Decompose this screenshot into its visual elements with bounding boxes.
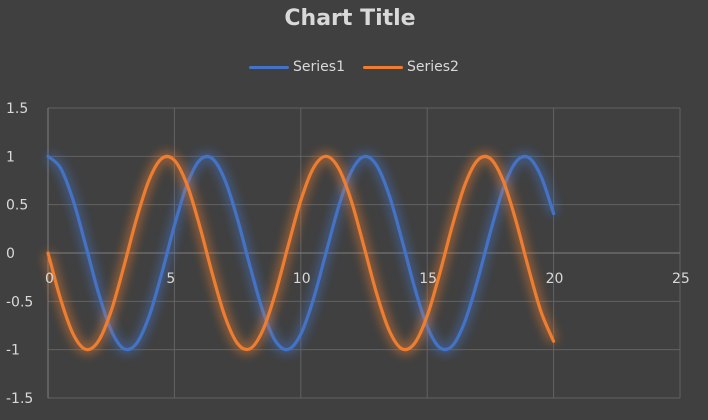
legend-item-series1: Series1 <box>249 59 345 75</box>
y-tick-label: 1 <box>6 149 15 165</box>
y-tick-label: 0 <box>6 246 15 262</box>
x-tick-label: 15 <box>419 271 437 287</box>
y-tick-label: -1 <box>6 343 20 359</box>
y-tick-label: -0.5 <box>6 294 33 310</box>
legend-swatch-series1 <box>249 65 290 69</box>
y-tick-label: -1.5 <box>6 391 33 407</box>
legend-swatch-series2 <box>363 65 403 69</box>
x-tick-label: 25 <box>672 271 690 287</box>
chart-title: Chart Title <box>284 6 416 31</box>
tick-labels: 1.5 1 0.5 0 -0.5 -1 -1.5 0 5 10 15 20 25 <box>6 101 690 407</box>
x-tick-label: 0 <box>45 271 54 287</box>
legend-item-series2: Series2 <box>363 59 459 75</box>
x-tick-label: 20 <box>546 271 564 287</box>
x-tick-label: 10 <box>293 271 311 287</box>
series-line-series2 <box>46 154 556 352</box>
legend-label-series1: Series1 <box>293 59 345 75</box>
x-tick-label: 5 <box>166 271 175 287</box>
series-lines <box>43 151 558 355</box>
legend: Series1 Series2 <box>0 59 708 75</box>
legend-label-series2: Series2 <box>407 59 459 75</box>
y-tick-label: 1.5 <box>6 101 28 117</box>
series-line-series1 <box>46 154 556 352</box>
y-tick-label: 0.5 <box>6 198 28 214</box>
